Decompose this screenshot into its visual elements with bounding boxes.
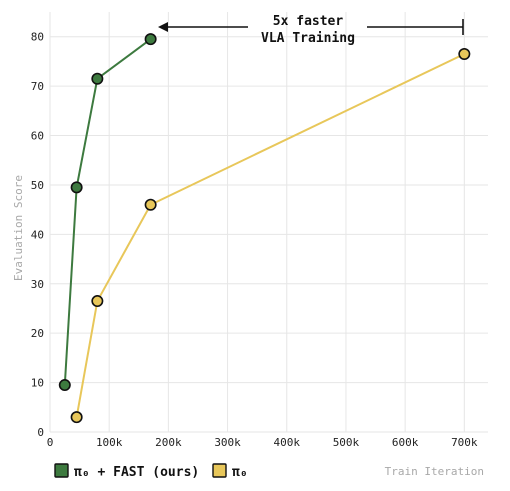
legend-item-fast: π₀ + FAST (ours) [54, 463, 199, 480]
data-point-1-1 [91, 295, 104, 308]
x-tick-label: 200k [155, 436, 182, 449]
y-tick-label: 0 [37, 426, 44, 439]
annotation-line-2: VLA Training [261, 31, 355, 46]
grid [49, 12, 488, 433]
y-axis-title: Evaluation Score [12, 175, 25, 281]
x-axis-title: Train Iteration [385, 465, 484, 478]
data-point-0-1 [70, 181, 83, 194]
x-tick-label: 100k [96, 436, 123, 449]
y-tick-label: 50 [31, 179, 44, 192]
annotation: 5x faster VLA Training [158, 14, 464, 46]
legend-label-pi0: π₀ [232, 465, 248, 480]
y-tick-label: 10 [31, 377, 44, 390]
x-tick-label: 400k [274, 436, 301, 449]
x-axis-ticks: 0 100k 200k 300k 400k 500k 600k 700k [47, 436, 478, 449]
data-point-0-2 [91, 72, 104, 85]
legend-swatch-pi0 [212, 463, 227, 478]
annotation-arrow-head [158, 22, 168, 32]
x-tick-label: 700k [451, 436, 478, 449]
series-line-1 [75, 53, 465, 418]
data-point-1-0 [70, 411, 83, 424]
legend-item-pi0: π₀ [212, 463, 248, 480]
legend: π₀ + FAST (ours) π₀ [54, 463, 248, 480]
series [58, 33, 471, 424]
y-tick-label: 80 [31, 31, 44, 44]
y-tick-label: 70 [31, 80, 44, 93]
y-tick-label: 60 [31, 130, 44, 143]
y-tick-label: 40 [31, 228, 44, 241]
data-point-1-2 [144, 198, 157, 211]
x-tick-label: 500k [333, 436, 360, 449]
annotation-line-1: 5x faster [273, 14, 344, 29]
y-tick-label: 20 [31, 327, 44, 340]
data-point-0-3 [144, 33, 157, 46]
data-point-0-0 [58, 379, 71, 392]
x-tick-label: 0 [47, 436, 54, 449]
x-tick-label: 300k [214, 436, 241, 449]
data-point-1-3 [458, 47, 471, 60]
y-tick-label: 30 [31, 278, 44, 291]
x-tick-label: 600k [392, 436, 419, 449]
series-1 [70, 47, 471, 424]
series-0 [58, 33, 157, 392]
series-line-0 [63, 38, 152, 386]
legend-label-fast: π₀ + FAST (ours) [74, 465, 199, 480]
y-axis-ticks: 0 10 20 30 40 50 60 70 80 [31, 31, 44, 439]
legend-swatch-fast [54, 463, 69, 478]
